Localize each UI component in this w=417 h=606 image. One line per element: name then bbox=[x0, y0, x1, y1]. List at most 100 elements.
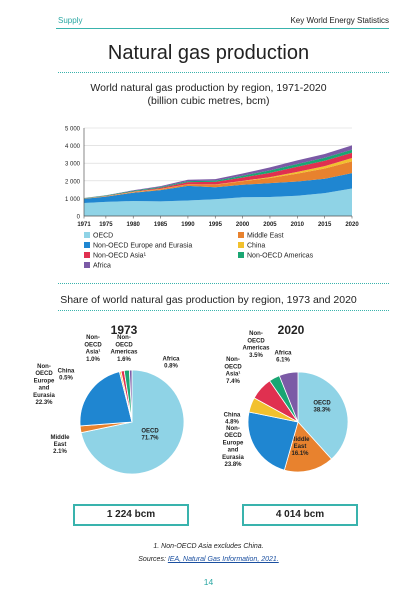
legend-swatch-china bbox=[238, 242, 244, 248]
pie-slice-1973-non-oecd-europe-and-eurasia bbox=[79, 371, 133, 427]
pie-label-2020-china: China 4.8% bbox=[224, 412, 241, 425]
pie-label-line: East bbox=[54, 442, 67, 448]
pie-slice-2020-middle-east bbox=[283, 421, 333, 473]
pie-label-1973-oecd: OECD 71.7% bbox=[141, 428, 159, 441]
pie-slice-1973-oecd bbox=[80, 369, 185, 475]
area-series-non-oecd-europe-and-eurasia bbox=[84, 173, 352, 203]
pie-label-line: 2.1% bbox=[53, 449, 67, 455]
legend-label-oecd: OECD bbox=[93, 233, 113, 240]
pie-label-line: 6.1% bbox=[276, 358, 290, 364]
pie-title-1973: 1973 bbox=[111, 323, 138, 337]
pie-label-2020-non-oecd-americas: Non-OECD Americas 3.5% bbox=[242, 331, 270, 359]
pie-label-1973-china: China 0.5% bbox=[58, 368, 75, 381]
sources-label: Sources: bbox=[138, 556, 166, 563]
pie-label-line: Africa bbox=[274, 350, 292, 356]
page-title: Natural gas production bbox=[107, 42, 310, 64]
footnote: 1. Non-OECD Asia excludes China. bbox=[153, 543, 264, 550]
pie-label-line: 16.1% bbox=[291, 451, 309, 457]
pie-slice-2020-non-oecd-europe-and-eurasia bbox=[247, 411, 299, 471]
pie-label-line: 71.7% bbox=[141, 436, 159, 442]
pie-label-1973-non-oecd-americas: Non-OECD Americas 1.6% bbox=[110, 335, 138, 363]
pie-title-2020: 2020 bbox=[278, 323, 305, 337]
x-tick-label: 2000 bbox=[236, 222, 250, 228]
pie-label-line: 0.5% bbox=[59, 376, 73, 382]
legend-swatch-middle-east bbox=[238, 232, 244, 238]
y-tick-label: 0 bbox=[77, 215, 81, 221]
pie-label-line: OECD bbox=[313, 400, 331, 406]
legend-swatch-non-oecd-asia bbox=[84, 252, 90, 258]
pie-label-line: 3.5% bbox=[249, 353, 263, 359]
pie-slice-1973-africa bbox=[128, 369, 133, 423]
x-tick-label: 2020 bbox=[345, 222, 359, 228]
pie-label-line: OECD bbox=[141, 428, 159, 434]
pie-label-line: Middle bbox=[291, 437, 311, 443]
x-tick-label: 2005 bbox=[263, 222, 277, 228]
pie-label-2020-non-oecd-europe-and-eurasia: Non-OECD Europe and Eurasia 23.8% bbox=[222, 426, 244, 468]
legend-swatch-non-oecd-europe-and-eurasia bbox=[84, 242, 90, 248]
pie-label-2020-oecd: OECD 38.3% bbox=[313, 400, 331, 413]
pie-title-divider bbox=[58, 310, 389, 311]
pie-label-line: Non- bbox=[37, 364, 51, 370]
pie-slice-2020-oecd bbox=[297, 371, 349, 460]
pie-label-line: Europe bbox=[34, 378, 55, 384]
pie-label-1973-non-oecd-asia: Non-OECD Asia¹ 1.0% bbox=[84, 335, 102, 363]
area-series-middle-east bbox=[84, 161, 352, 199]
pie-label-line: and bbox=[228, 448, 239, 454]
pie-label-1973-middle-east: Middle East 2.1% bbox=[51, 435, 71, 455]
pie-label-line: China bbox=[224, 412, 241, 418]
pie-label-line: Middle bbox=[51, 435, 71, 441]
pie-label-2020-africa: Africa 6.1% bbox=[274, 350, 292, 363]
pie-label-line: OECD bbox=[224, 364, 242, 370]
sources-link[interactable]: IEA, Natural Gas Information, 2021. bbox=[167, 556, 279, 563]
pie-label-line: 4.8% bbox=[225, 420, 239, 426]
x-tick-label: 1980 bbox=[127, 222, 141, 228]
area-chart: 0 1 000 2 000 3 000 4 000 5 000 1971 1975 1980 19… bbox=[65, 127, 359, 270]
pie-label-line: Non- bbox=[226, 426, 240, 432]
pie-label-line: Europe bbox=[223, 440, 244, 446]
title-divider bbox=[58, 72, 389, 73]
section-divider bbox=[58, 283, 389, 284]
legend-label-non-oecd-europe-and-eurasia: Non-OECD Europe and Eurasia bbox=[93, 243, 192, 250]
header-rule bbox=[56, 28, 389, 29]
y-tick-label: 5 000 bbox=[65, 127, 81, 133]
pie-label-line: China bbox=[58, 368, 75, 374]
legend-label-non-oecd-americas: Non-OECD Americas bbox=[247, 253, 314, 260]
pie-label-2020-non-oecd-asia: Non-OECD Asia¹ 7.4% bbox=[224, 357, 242, 385]
section-label: Supply bbox=[58, 16, 83, 25]
pie-label-line: OECD bbox=[84, 342, 102, 348]
pie-label-line: OECD bbox=[115, 342, 133, 348]
area-series-oecd bbox=[84, 188, 352, 216]
pie-label-line: Africa bbox=[162, 356, 180, 362]
total-1973-box: 1 224 bcm bbox=[73, 504, 189, 526]
pie-label-line: 1.6% bbox=[117, 357, 131, 363]
legend-label-non-oecd-asia: Non-OECD Asia¹ bbox=[93, 253, 147, 260]
pie-label-line: OECD bbox=[35, 371, 53, 377]
y-tick-label: 1 000 bbox=[65, 197, 81, 203]
pie-label-1973-non-oecd-europe-and-eurasia: Non-OECD Europe and Eurasia 22.3% bbox=[33, 364, 55, 406]
pie-label-line: 22.3% bbox=[35, 400, 53, 406]
pie-section-title: Share of world natural gas production by… bbox=[60, 294, 357, 306]
book-title: Key World Energy Statistics bbox=[290, 16, 389, 25]
total-2020-box: 4 014 bcm bbox=[242, 504, 358, 526]
pie-label-line: Non- bbox=[249, 331, 263, 337]
pie-label-line: Eurasia bbox=[222, 455, 244, 461]
pie-label-line: Non- bbox=[226, 357, 240, 363]
x-tick-label: 1995 bbox=[209, 222, 223, 228]
x-tick-label: 1990 bbox=[181, 222, 195, 228]
pie-label-line: 38.3% bbox=[313, 408, 331, 414]
pie-label-line: Non- bbox=[117, 335, 131, 341]
legend-swatch-non-oecd-americas bbox=[238, 252, 244, 258]
x-tick-label: 2015 bbox=[318, 222, 332, 228]
pie-label-line: Asia¹ bbox=[86, 349, 101, 356]
page-number: 14 bbox=[203, 577, 214, 587]
pie-slice-2020-africa bbox=[278, 371, 299, 423]
pie-label-line: OECD bbox=[247, 338, 265, 344]
pie-label-line: 7.4% bbox=[226, 379, 240, 385]
pie-label-line: Americas bbox=[242, 346, 270, 352]
pie-label-line: Asia¹ bbox=[226, 371, 241, 378]
y-tick-label: 3 000 bbox=[65, 162, 81, 168]
legend-swatch-africa bbox=[84, 262, 90, 268]
y-tick-label: 4 000 bbox=[65, 144, 81, 150]
pie-label-line: OECD bbox=[224, 433, 242, 439]
